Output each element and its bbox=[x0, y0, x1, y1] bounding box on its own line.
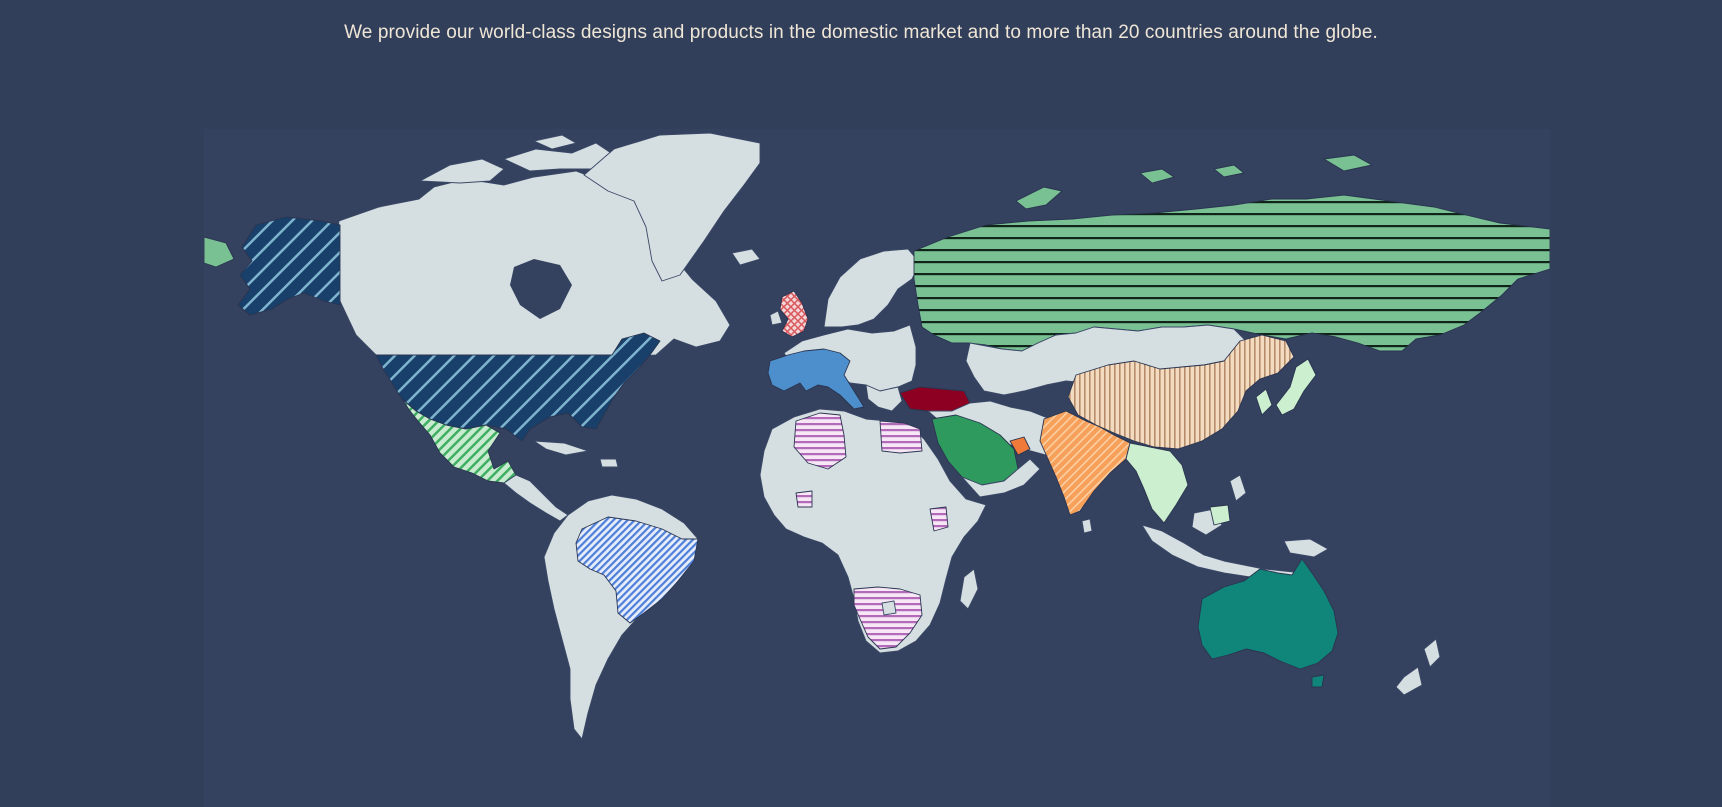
balkans-shape bbox=[865, 384, 903, 412]
kenya-shape bbox=[929, 506, 949, 532]
ireland-shape bbox=[769, 310, 783, 326]
west-africa-shape bbox=[795, 490, 813, 508]
new-zealand-shape bbox=[1395, 638, 1441, 696]
alaska-shape bbox=[237, 216, 341, 316]
chukotka-west-shape bbox=[204, 236, 235, 268]
india-shape bbox=[1039, 410, 1131, 516]
russia-shape bbox=[913, 194, 1550, 352]
iceland-shape bbox=[731, 248, 761, 266]
borneo-patch-shape bbox=[1209, 504, 1231, 526]
southern-africa-shape bbox=[853, 586, 923, 650]
caribbean-shape bbox=[533, 440, 619, 468]
southeast-asia-shape bbox=[1125, 442, 1189, 524]
australia-shape bbox=[1197, 558, 1339, 670]
intro-text: We provide our world-class designs and p… bbox=[344, 22, 1378, 43]
north-africa-shape bbox=[793, 412, 847, 470]
western-europe-shape bbox=[767, 348, 865, 410]
china-shape bbox=[1067, 334, 1295, 450]
arabia-south-shape bbox=[961, 458, 1041, 498]
world-map bbox=[204, 129, 1550, 807]
central-america-shape bbox=[503, 474, 569, 522]
greenland-shape bbox=[583, 132, 761, 282]
world-map-svg bbox=[204, 132, 1550, 740]
scandinavia-shape bbox=[823, 248, 921, 328]
tasmania-shape bbox=[1311, 674, 1325, 688]
korea-japan-shape bbox=[1255, 358, 1317, 416]
uk-shape bbox=[779, 290, 809, 338]
madagascar-shape bbox=[959, 568, 979, 610]
uae-shape bbox=[1009, 436, 1031, 456]
mexico-shape bbox=[401, 398, 517, 484]
russia-north-islands-shape bbox=[1015, 154, 1373, 210]
new-guinea-shape bbox=[1283, 538, 1329, 558]
brazil-shape bbox=[575, 516, 699, 624]
egypt-shape bbox=[879, 420, 923, 454]
botswana-gap-shape bbox=[881, 600, 897, 616]
sri-lanka-shape bbox=[1081, 518, 1093, 534]
